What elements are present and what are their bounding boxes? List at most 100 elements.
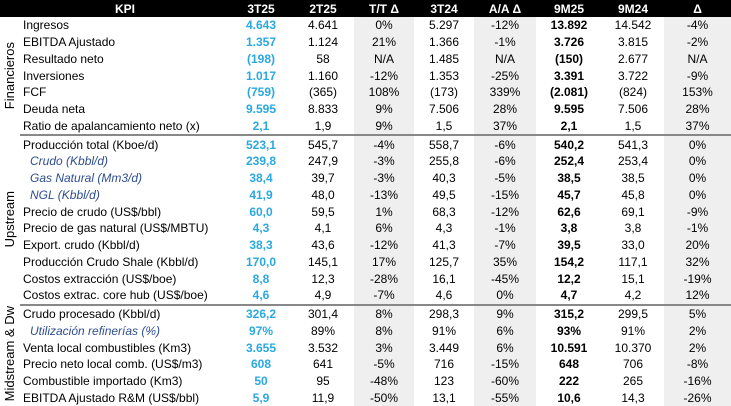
row-label: Utilización refinerías (%) xyxy=(20,323,230,340)
cell-2t25: 12,3 xyxy=(292,270,354,287)
cell--: -19% xyxy=(664,270,731,287)
cell-9m25: 252,4 xyxy=(536,153,602,170)
row-label: Precio neto local comb. (US$/m3) xyxy=(20,356,230,373)
cell-9m24: 117,1 xyxy=(602,254,664,271)
cell-9m25: (150) xyxy=(536,51,602,68)
column-header-4: 3T24 xyxy=(414,0,474,17)
cell-3t25: (759) xyxy=(230,84,292,101)
cell--: 153% xyxy=(664,84,731,101)
cell-9m24: 541,3 xyxy=(602,135,664,153)
cell--: N/A xyxy=(664,51,731,68)
cell-9m25: 3,8 xyxy=(536,220,602,237)
cell-2t25: 58 xyxy=(292,51,354,68)
cell-t-t-: -12% xyxy=(354,237,414,254)
cell--: 0% xyxy=(664,135,731,153)
column-header-0: KPI xyxy=(20,0,230,17)
section-label-upstream: Upstream xyxy=(0,136,18,303)
cell-9m25: 39,5 xyxy=(536,237,602,254)
cell-3t24: 68,3 xyxy=(414,203,474,220)
cell-t-t-: -12% xyxy=(354,67,414,84)
cell-a-a-: -7% xyxy=(474,237,536,254)
row-label: Producción total (Kboe/d) xyxy=(20,135,230,153)
cell-3t25: 239,8 xyxy=(230,153,292,170)
cell-a-a-: 6% xyxy=(474,339,536,356)
cell-9m25: 222 xyxy=(536,373,602,390)
cell-3t25: 4,6 xyxy=(230,287,292,305)
cell--: 2% xyxy=(664,339,731,356)
cell-2t25: (365) xyxy=(292,84,354,101)
cell-t-t-: 17% xyxy=(354,254,414,271)
cell-9m24: 1,5 xyxy=(602,118,664,136)
cell-3t24: 298,3 xyxy=(414,305,474,323)
cell-2t25: 95 xyxy=(292,373,354,390)
cell-9m24: 299,5 xyxy=(602,305,664,323)
cell-9m24: 3,8 xyxy=(602,220,664,237)
row-label: Deuda neta xyxy=(20,101,230,118)
cell-a-a-: -6% xyxy=(474,135,536,153)
row-label: Combustible importado (Km3) xyxy=(20,373,230,390)
cell-9m24: 33,0 xyxy=(602,237,664,254)
cell-3t25: 608 xyxy=(230,356,292,373)
row-label: EBITDA Ajustado xyxy=(20,34,230,51)
cell--: -4% xyxy=(664,17,731,34)
cell-a-a-: -45% xyxy=(474,270,536,287)
cell-t-t-: 108% xyxy=(354,84,414,101)
cell-2t25: 247,9 xyxy=(292,153,354,170)
cell--: 0% xyxy=(664,170,731,187)
cell-2t25: 3.532 xyxy=(292,339,354,356)
cell-2t25: 59,5 xyxy=(292,203,354,220)
cell-9m25: 38,5 xyxy=(536,170,602,187)
column-header-2: 2T25 xyxy=(292,0,354,17)
row-label: Export. crudo (Kbbl/d) xyxy=(20,237,230,254)
row-label: Precio de gas natural (US$/MBTU) xyxy=(20,220,230,237)
cell-a-a-: -12% xyxy=(474,17,536,34)
cell-3t25: 326,2 xyxy=(230,305,292,323)
cell-3t25: (198) xyxy=(230,51,292,68)
cell-t-t-: -48% xyxy=(354,373,414,390)
cell-9m25: 45,7 xyxy=(536,187,602,204)
cell-t-t-: 6% xyxy=(354,220,414,237)
cell-2t25: 4.641 xyxy=(292,17,354,34)
cell-t-t-: -28% xyxy=(354,270,414,287)
cell-2t25: 641 xyxy=(292,356,354,373)
cell-3t24: 3.449 xyxy=(414,339,474,356)
cell--: -8% xyxy=(664,356,731,373)
cell-3t25: 97% xyxy=(230,323,292,340)
cell-9m24: 3.722 xyxy=(602,67,664,84)
section-sidebar: Financieros Upstream Midstream & Dw xyxy=(0,0,20,404)
cell-2t25: 4,1 xyxy=(292,220,354,237)
cell-3t25: 41,9 xyxy=(230,187,292,204)
row-label: Crudo procesado (Kbbl/d) xyxy=(20,305,230,323)
cell-a-a-: -15% xyxy=(474,187,536,204)
cell--: 2% xyxy=(664,323,731,340)
cell-3t24: 558,7 xyxy=(414,135,474,153)
cell-2t25: 48,0 xyxy=(292,187,354,204)
cell--: -9% xyxy=(664,67,731,84)
cell-3t25: 4.643 xyxy=(230,17,292,34)
cell-9m25: 12,2 xyxy=(536,270,602,287)
cell-2t25: 43,6 xyxy=(292,237,354,254)
cell-3t25: 1.357 xyxy=(230,34,292,51)
cell-3t24: (173) xyxy=(414,84,474,101)
cell-3t25: 170,0 xyxy=(230,254,292,271)
cell-2t25: 1,9 xyxy=(292,118,354,136)
cell-9m25: 540,2 xyxy=(536,135,602,153)
cell-3t24: 91% xyxy=(414,323,474,340)
cell-a-a-: -1% xyxy=(474,34,536,51)
row-label: FCF xyxy=(20,84,230,101)
row-label: Resultado neto xyxy=(20,51,230,68)
cell-9m25: 3.726 xyxy=(536,34,602,51)
cell-3t24: 49,5 xyxy=(414,187,474,204)
cell-a-a-: 6% xyxy=(474,323,536,340)
cell-2t25: 8.833 xyxy=(292,101,354,118)
cell-9m25: 10.591 xyxy=(536,339,602,356)
cell-t-t-: 9% xyxy=(354,118,414,136)
